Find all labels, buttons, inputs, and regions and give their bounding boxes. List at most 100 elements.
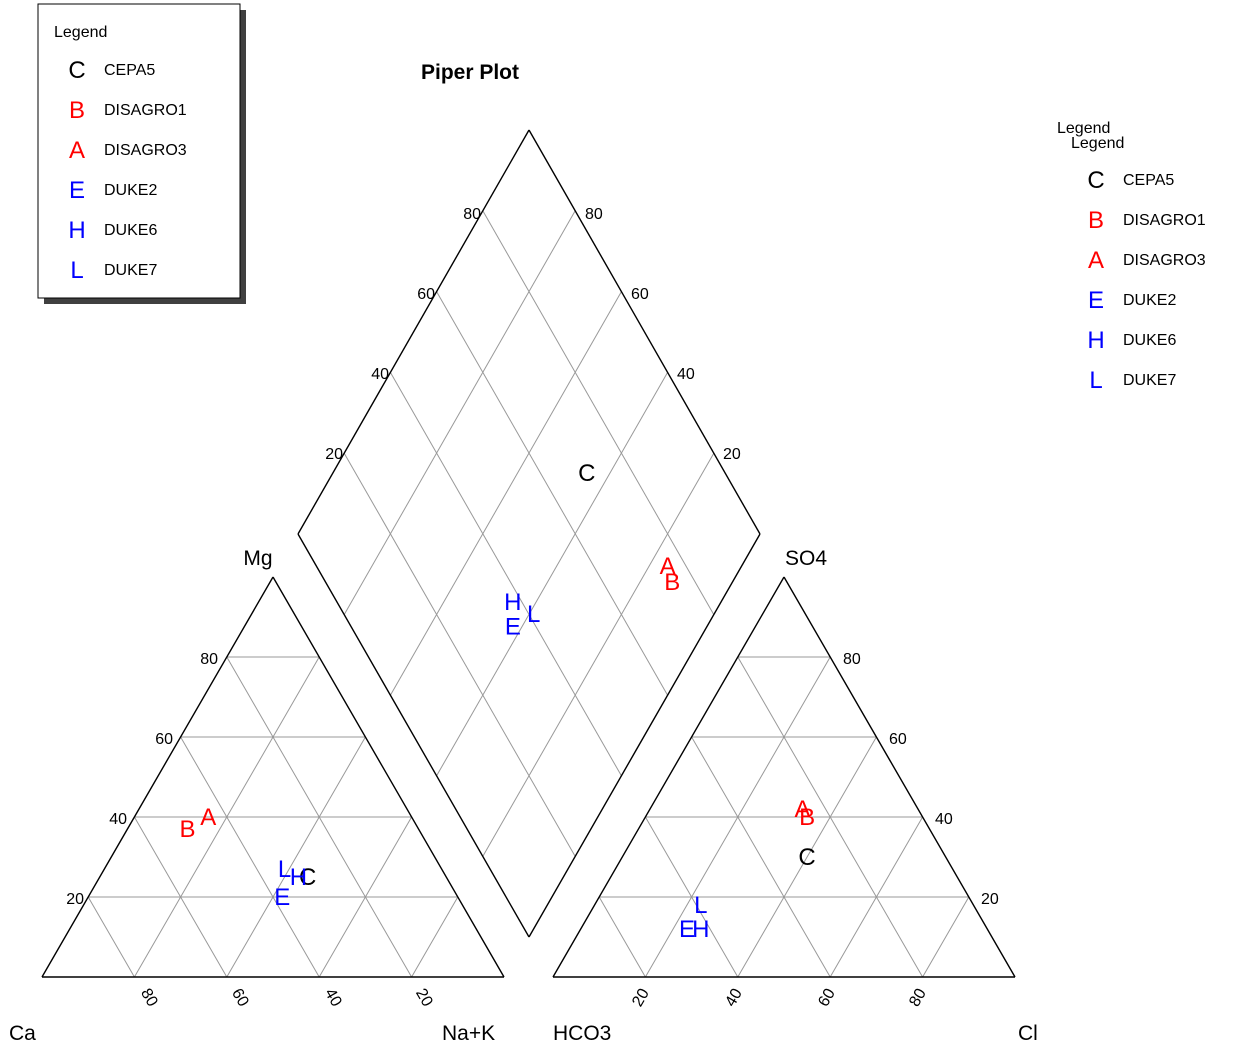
legend-symbol: E <box>1088 287 1104 314</box>
tick-label: 40 <box>109 811 127 828</box>
grid-line <box>389 372 622 777</box>
outline-edge <box>552 576 785 978</box>
chart-title: Piper Plot <box>421 61 519 84</box>
legend-secondary: Legend Legend C CEPA5 B DISAGRO1 A DISAGRO3 E D… <box>1057 120 1206 394</box>
outline-edge <box>272 576 505 978</box>
outline-edge <box>528 129 761 535</box>
legend-symbol: A <box>1088 247 1104 274</box>
grid-line <box>133 816 228 978</box>
legend-label: DISAGRO1 <box>104 102 187 119</box>
tick-label: 20 <box>981 891 999 908</box>
grid-line <box>87 896 135 978</box>
axis-label-so4: SO4 <box>785 547 827 570</box>
legend-symbol: B <box>1088 207 1104 234</box>
outline-edge <box>41 576 274 978</box>
tick-label: 20 <box>723 446 741 463</box>
axis-label-hco3: HCO3 <box>553 1022 611 1045</box>
tick-label: 20 <box>325 446 343 463</box>
legend-secondary-title: Legend <box>1057 120 1110 137</box>
legend-entries: C CEPA5 B DISAGRO1 A DISAGRO3 E DUKE2 H DUKE6 L DUK… <box>68 57 186 284</box>
grid-line <box>343 210 576 615</box>
legend-symbol: E <box>69 177 85 204</box>
legend-label: DUKE6 <box>104 222 157 239</box>
axis-label-mg: Mg <box>243 547 272 570</box>
tick-label: 20 <box>412 986 436 1010</box>
tick-label: 40 <box>677 366 695 383</box>
tick-label: 40 <box>321 986 345 1010</box>
data-marker: E <box>679 916 695 943</box>
tick-label: 80 <box>200 651 218 668</box>
tick-label: 60 <box>228 986 252 1010</box>
triangle-outlines <box>41 129 1016 978</box>
tick-label: 20 <box>629 986 653 1010</box>
tick-label: 80 <box>843 651 861 668</box>
legend-label: CEPA5 <box>104 62 155 79</box>
legend-symbol: H <box>1087 327 1104 354</box>
legend-symbol: L <box>1089 367 1102 394</box>
data-marker: L <box>694 892 707 919</box>
axis-label-nak: Na+K <box>442 1022 495 1045</box>
tick-label: 80 <box>463 206 481 223</box>
data-marker: L <box>527 601 540 628</box>
legend-symbol: H <box>68 217 85 244</box>
data-marker: B <box>180 816 196 843</box>
data-marker: B <box>799 804 815 831</box>
grid-line <box>644 816 739 978</box>
grid-line <box>436 291 669 696</box>
grid-line <box>343 452 576 857</box>
tick-label: 40 <box>935 811 953 828</box>
tick-label: 60 <box>889 731 907 748</box>
tick-label: 20 <box>66 891 84 908</box>
legend-label: DISAGRO3 <box>1123 252 1206 269</box>
data-marker: E <box>505 613 521 640</box>
grid-line <box>411 896 459 978</box>
grid-line <box>691 736 831 978</box>
legend-secondary-entries: C CEPA5 B DISAGRO1 A DISAGRO3 E DUKE2 H DUKE6 L DUK… <box>1087 167 1205 394</box>
tick-label: 40 <box>371 366 389 383</box>
grid-line <box>180 736 320 978</box>
grid-line <box>737 656 924 978</box>
axis-label-ca: Ca <box>9 1022 36 1045</box>
legend-symbol: B <box>69 97 85 124</box>
outline-edge <box>297 129 530 535</box>
data-marker: A <box>200 804 216 831</box>
legend-label: DISAGRO1 <box>1123 212 1206 229</box>
data-marker: A <box>660 553 676 580</box>
legend-label: DISAGRO3 <box>104 142 187 159</box>
data-marker: L <box>278 856 291 883</box>
tick-label: 60 <box>815 986 839 1010</box>
data-marker: E <box>274 884 290 911</box>
tick-label: 60 <box>417 286 435 303</box>
data-marker: H <box>290 864 307 891</box>
legend-symbol: A <box>69 137 85 164</box>
tick-label: 60 <box>155 731 173 748</box>
tick-label: 40 <box>722 986 746 1010</box>
legend-label: DUKE7 <box>104 262 157 279</box>
grid-line <box>922 896 970 978</box>
legend-box: Legend C CEPA5 B DISAGRO1 A DISAGRO3 E DUKE2 H DU… <box>37 3 246 304</box>
grid-line <box>598 896 646 978</box>
grid-line <box>737 736 877 978</box>
data-marker: A <box>794 796 810 823</box>
legend-label: DUKE6 <box>1123 332 1176 349</box>
tick-label: 60 <box>631 286 649 303</box>
legend-frame <box>37 3 241 299</box>
data-marker: H <box>692 916 709 943</box>
legend-symbol: L <box>70 257 83 284</box>
grid-line <box>436 372 669 777</box>
data-marker: C <box>798 844 815 871</box>
legend-label: DUKE7 <box>1123 372 1176 389</box>
data-marker: C <box>299 864 316 891</box>
outline-edge <box>783 576 1016 978</box>
tick-label: 80 <box>137 986 161 1010</box>
legend-label: DUKE2 <box>1123 292 1176 309</box>
grid-lines <box>87 210 970 978</box>
grid-line <box>482 452 715 857</box>
legend-symbol: C <box>1087 167 1104 194</box>
grid-line <box>389 291 622 696</box>
legend-title: Legend <box>54 24 107 41</box>
outline-edge <box>528 533 761 938</box>
grid-line <box>482 210 715 615</box>
